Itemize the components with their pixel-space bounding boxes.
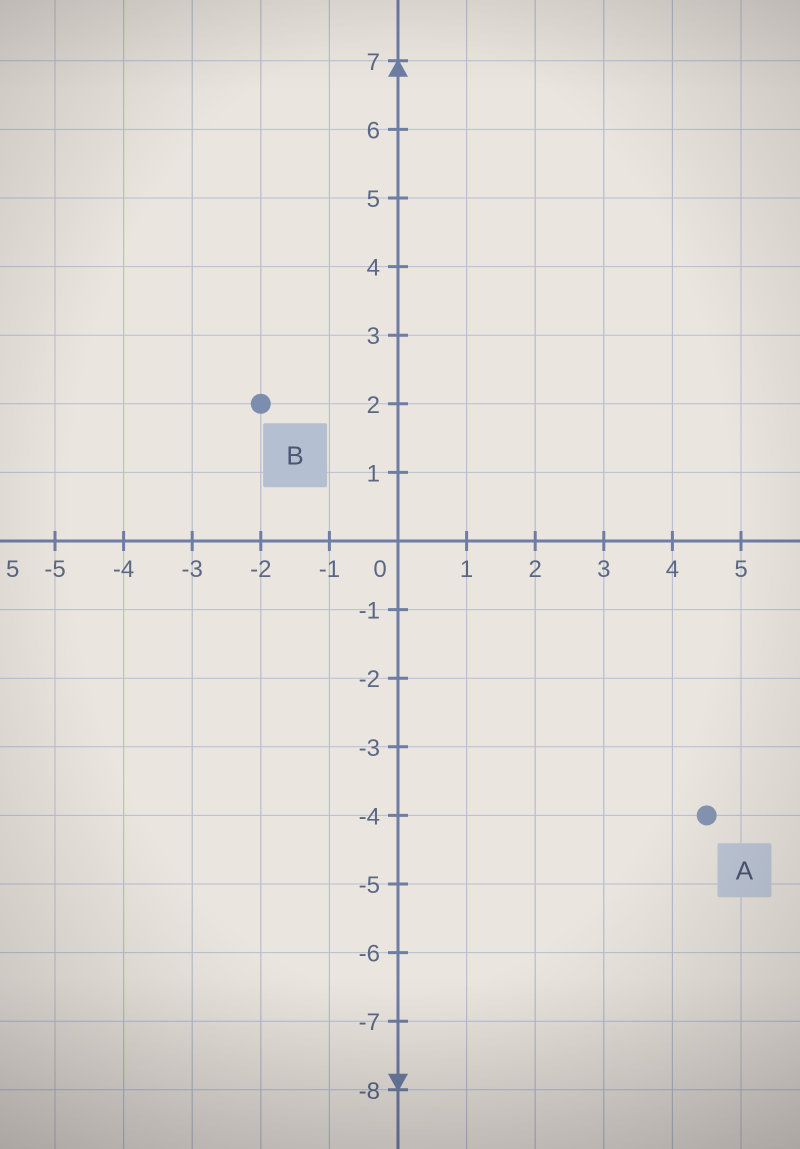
- y-tick-label: 6: [367, 117, 380, 144]
- label-text-B: B: [286, 440, 303, 470]
- x-tick-label: -5: [44, 556, 65, 583]
- x-tick-label: 0: [373, 556, 386, 583]
- y-tick-label: -1: [359, 598, 380, 625]
- x-tick-label: 2: [529, 556, 542, 583]
- x-tick-label: -4: [113, 556, 134, 583]
- x-tick-label: 3: [597, 556, 610, 583]
- y-tick-label: -8: [359, 1078, 380, 1105]
- label-text-A: A: [736, 855, 754, 885]
- y-tick-label: -7: [359, 1009, 380, 1036]
- chart-svg: -5 -4 -3 -2 -1 0 1 2 3 4 5 5 7 6 5 4 3 2 1 -1 -2 -3 -4 -5 -6 -7 -8…: [0, 0, 800, 1149]
- x-tick-label: 1: [460, 556, 473, 583]
- y-tick-label: -4: [359, 803, 380, 830]
- x-tick-label: -3: [182, 556, 203, 583]
- y-tick-label: -2: [359, 666, 380, 693]
- y-tick-label: 1: [367, 460, 380, 487]
- coordinate-plane: -5 -4 -3 -2 -1 0 1 2 3 4 5 5 7 6 5 4 3 2 1 -1 -2 -3 -4 -5 -6 -7 -8…: [0, 0, 800, 1149]
- y-tick-label: 7: [367, 49, 380, 76]
- y-tick-label: 3: [367, 323, 380, 350]
- y-tick-label: -5: [359, 872, 380, 899]
- x-tick-label: 5: [734, 556, 747, 583]
- y-tick-label: 5: [367, 186, 380, 213]
- y-tick-label: 4: [367, 255, 380, 282]
- x-tick-label: -1: [319, 556, 340, 583]
- x-tick-label-edge: 5: [6, 556, 19, 583]
- point-A[interactable]: [697, 805, 717, 825]
- x-tick-label: 4: [666, 556, 679, 583]
- point-B[interactable]: [251, 394, 271, 414]
- y-tick-label: 2: [367, 392, 380, 419]
- y-tick-label: -6: [359, 941, 380, 968]
- x-tick-label: -2: [250, 556, 271, 583]
- y-tick-label: -3: [359, 735, 380, 762]
